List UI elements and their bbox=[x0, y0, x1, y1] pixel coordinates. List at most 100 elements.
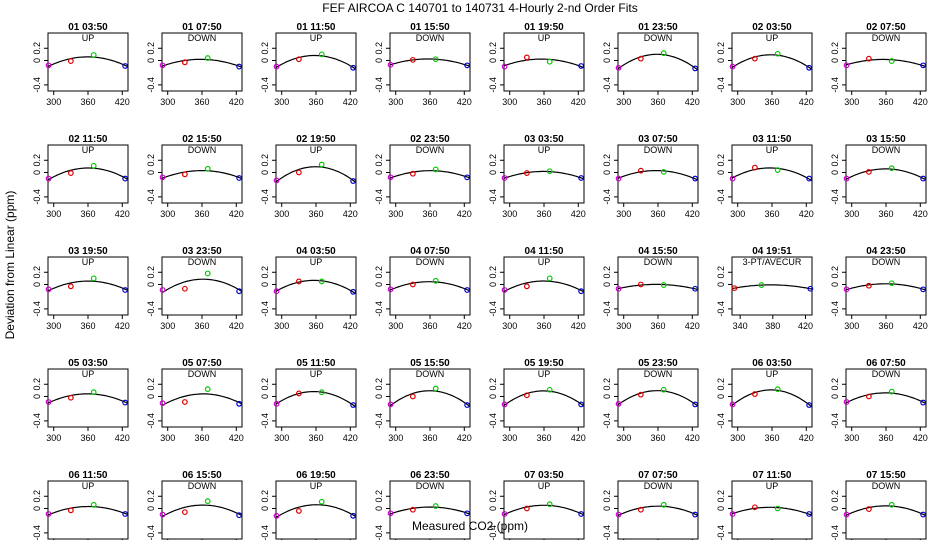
x-tick-label: 420 bbox=[115, 209, 130, 219]
y-tick-label: 0 bbox=[146, 282, 156, 287]
panel-title: 06 19:50 bbox=[296, 470, 336, 481]
data-point bbox=[432, 56, 439, 63]
data-point bbox=[90, 52, 97, 58]
y-tick-label: 0 bbox=[602, 58, 612, 63]
fit-curve bbox=[275, 54, 357, 70]
data-point bbox=[660, 386, 667, 393]
panel-title: 07 15:50 bbox=[866, 470, 906, 481]
x-tick-label: 420 bbox=[457, 97, 472, 107]
y-tick-label: 0 bbox=[716, 282, 726, 287]
panel-title: 05 11:50 bbox=[297, 358, 336, 369]
panel-mode-label: DOWN bbox=[188, 145, 217, 155]
x-tick-label: 420 bbox=[571, 321, 586, 331]
fit-curve bbox=[275, 391, 357, 408]
data-point bbox=[432, 277, 439, 284]
x-tick-label: 360 bbox=[194, 433, 209, 443]
panel-title: 02 07:50 bbox=[866, 22, 906, 33]
data-point bbox=[501, 63, 508, 70]
data-point bbox=[464, 287, 471, 293]
data-point bbox=[90, 389, 97, 396]
data-point bbox=[236, 175, 243, 181]
y-tick-label: 0.2 bbox=[32, 378, 42, 391]
x-tick-label: 300 bbox=[844, 97, 859, 107]
y-tick-label: 0.2 bbox=[602, 154, 612, 167]
fit-curve bbox=[845, 58, 927, 68]
y-tick-label: 0.2 bbox=[488, 378, 498, 391]
data-point bbox=[843, 399, 850, 405]
data-point bbox=[729, 175, 736, 182]
y-tick-label: 0 bbox=[146, 394, 156, 399]
x-tick-label: 300 bbox=[844, 433, 859, 443]
y-tick-label: 0 bbox=[716, 170, 726, 175]
y-tick-label: -0.4 bbox=[146, 525, 156, 540]
data-point bbox=[578, 63, 585, 69]
y-tick-label: 0 bbox=[260, 506, 270, 511]
x-tick-label: 340 bbox=[733, 321, 748, 331]
data-point bbox=[523, 505, 530, 512]
y-tick-label: 0.2 bbox=[260, 490, 270, 503]
y-tick-label: 0.2 bbox=[32, 266, 42, 279]
panel-mode-label: DOWN bbox=[872, 369, 901, 379]
y-tick-label: 0.2 bbox=[374, 266, 384, 279]
data-point bbox=[273, 177, 280, 184]
panel-title: 02 15:50 bbox=[182, 134, 222, 145]
data-point bbox=[295, 508, 302, 514]
panel-title: 03 07:50 bbox=[638, 134, 678, 145]
data-point bbox=[637, 281, 644, 288]
fit-curve bbox=[275, 279, 357, 295]
x-tick-label: 420 bbox=[571, 97, 586, 107]
x-tick-label: 360 bbox=[308, 433, 323, 443]
data-point bbox=[204, 270, 211, 277]
data-point bbox=[464, 402, 471, 408]
y-tick-label: 0 bbox=[830, 506, 840, 511]
fit-curve bbox=[845, 392, 927, 405]
y-tick-label: -0.4 bbox=[374, 77, 384, 93]
panel-mode-label: DOWN bbox=[644, 369, 673, 379]
panel-title: 04 03:50 bbox=[296, 246, 336, 257]
x-tick-label: 300 bbox=[388, 209, 403, 219]
y-tick-label: 0.2 bbox=[716, 154, 726, 167]
y-tick-label: 0.2 bbox=[830, 490, 840, 503]
y-tick-label: -0.4 bbox=[830, 525, 840, 540]
x-tick-label: 360 bbox=[194, 209, 209, 219]
data-point bbox=[751, 55, 758, 62]
data-point bbox=[806, 175, 813, 182]
data-point bbox=[295, 169, 302, 176]
fit-curve bbox=[617, 283, 699, 291]
x-tick-label: 360 bbox=[194, 321, 209, 331]
x-tick-label: 360 bbox=[878, 321, 893, 331]
fit-curve bbox=[503, 58, 585, 69]
y-tick-label: -0.4 bbox=[32, 77, 42, 93]
data-point bbox=[774, 167, 781, 173]
y-tick-label: 0 bbox=[32, 394, 42, 399]
data-point bbox=[920, 399, 927, 406]
y-tick-label: 0.2 bbox=[32, 42, 42, 55]
fit-curve bbox=[503, 504, 585, 516]
y-tick-label: 0.2 bbox=[488, 42, 498, 55]
x-tick-label: 300 bbox=[274, 433, 289, 443]
x-tick-label: 360 bbox=[878, 97, 893, 107]
data-point bbox=[295, 390, 302, 397]
fit-curve bbox=[389, 58, 471, 67]
x-tick-label: 300 bbox=[730, 209, 745, 219]
x-tick-label: 300 bbox=[502, 97, 517, 107]
panel-mode-label: UP bbox=[82, 481, 95, 491]
y-tick-label: 0.2 bbox=[488, 266, 498, 279]
x-tick-label: 360 bbox=[422, 97, 437, 107]
fit-curve bbox=[503, 390, 585, 407]
data-point bbox=[523, 170, 530, 176]
panel-title: 04 23:50 bbox=[866, 246, 906, 257]
data-point bbox=[729, 511, 736, 517]
data-point bbox=[236, 63, 243, 70]
data-point bbox=[692, 175, 699, 182]
